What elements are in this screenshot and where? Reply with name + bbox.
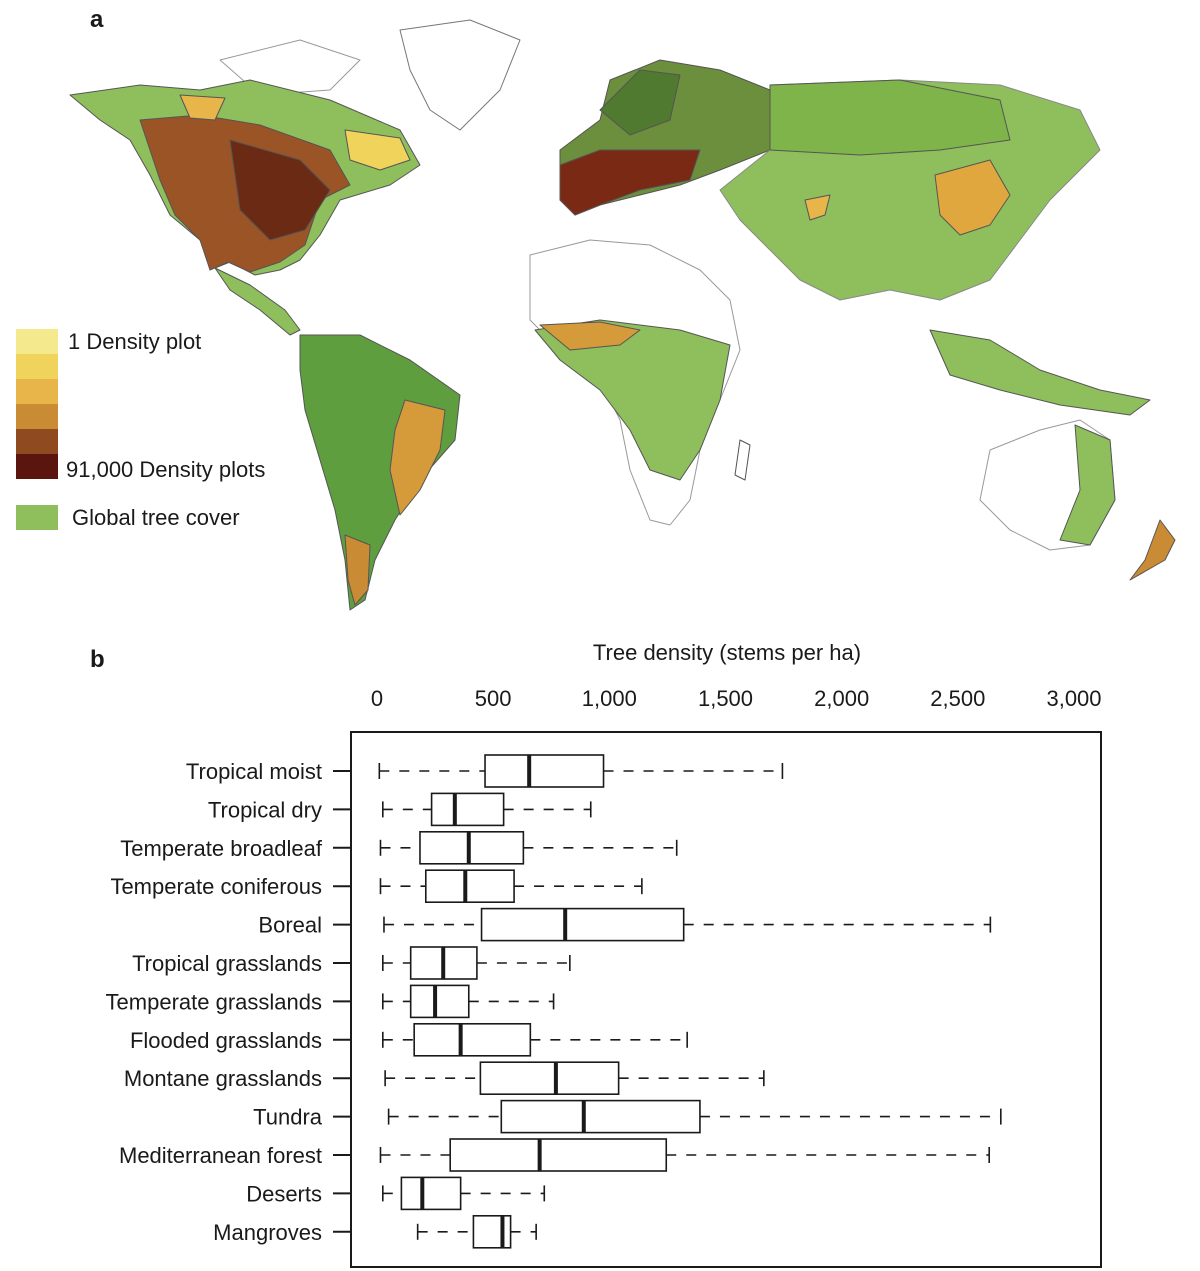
tree-density-boxplot: Tree density (stems per ha) 0 500 1,000 1,5… xyxy=(106,640,1102,1268)
iqr-box xyxy=(449,1138,668,1172)
legend-tree-cover-label: Global tree cover xyxy=(72,505,240,530)
category-label: Tundra xyxy=(253,1105,323,1130)
canada-light xyxy=(344,129,411,171)
x-tick-label: 1,500 xyxy=(698,686,753,711)
south-america xyxy=(299,334,461,611)
chart-title: Tree density (stems per ha) xyxy=(593,640,861,665)
north-america-density-dark xyxy=(229,139,331,241)
china-density xyxy=(934,159,1011,236)
australia-tree-cover xyxy=(1059,424,1116,546)
x-tick-label: 0 xyxy=(371,686,383,711)
category-labels: Tropical moist Tropical dry Temperate broa… xyxy=(106,759,351,1245)
iqr-box xyxy=(500,1099,701,1134)
legend-tree-cover-swatch xyxy=(16,505,58,530)
x-tick-label: 1,000 xyxy=(582,686,637,711)
category-label: Tropical moist xyxy=(186,759,322,784)
iqr-box xyxy=(484,754,605,788)
greenland-outline xyxy=(399,19,521,131)
europe-density-dark xyxy=(559,149,701,216)
category-label: Mediterranean forest xyxy=(119,1143,322,1168)
category-label: Flooded grasslands xyxy=(130,1028,322,1053)
box-5 xyxy=(382,946,571,980)
legend-swatch-1 xyxy=(16,329,58,354)
box-6 xyxy=(382,984,555,1019)
madagascar xyxy=(734,439,751,481)
box-8 xyxy=(384,1061,765,1096)
category-label: Boreal xyxy=(258,913,322,938)
category-label: Montane grasslands xyxy=(124,1066,322,1091)
legend-swatch-2 xyxy=(16,354,58,379)
legend-swatch-4 xyxy=(16,404,58,429)
category-label: Mangroves xyxy=(213,1220,322,1245)
box-7 xyxy=(382,1022,688,1057)
south-america-density xyxy=(389,399,446,516)
box-12 xyxy=(416,1214,537,1249)
legend-high-label: 91,000 Density plots xyxy=(66,457,266,482)
category-label: Temperate grasslands xyxy=(106,989,322,1014)
category-label: Temperate broadleaf xyxy=(120,836,323,861)
middle-east-density xyxy=(804,194,831,221)
world-map xyxy=(69,19,1176,611)
iqr-box xyxy=(472,1214,512,1249)
box-4 xyxy=(383,907,992,942)
category-label: Deserts xyxy=(246,1181,322,1206)
box-1 xyxy=(382,792,592,827)
iqr-box xyxy=(479,1061,620,1096)
x-tick-label: 3,000 xyxy=(1046,686,1101,711)
iqr-box xyxy=(409,984,470,1019)
legend-swatch-6 xyxy=(16,454,58,479)
panel-b-letter: b xyxy=(90,646,105,673)
x-tick-label: 500 xyxy=(475,686,512,711)
africa-density xyxy=(539,321,641,351)
legend-low-label: 1 Density plot xyxy=(68,329,202,354)
boxes xyxy=(378,754,1002,1249)
iqr-box xyxy=(424,869,515,903)
iqr-box xyxy=(413,1022,532,1057)
box-0 xyxy=(378,754,784,788)
category-label: Tropical grasslands xyxy=(132,951,322,976)
plot-frame xyxy=(350,731,1102,1268)
x-axis-ticks: 0 500 1,000 1,500 2,000 2,500 3,000 xyxy=(371,686,1102,711)
legend-swatch-5 xyxy=(16,429,58,454)
iqr-box xyxy=(480,907,685,942)
legend-swatch-3 xyxy=(16,379,58,404)
x-tick-label: 2,500 xyxy=(930,686,985,711)
iqr-box xyxy=(430,792,505,827)
iqr-box xyxy=(419,831,525,865)
siberia xyxy=(769,79,1011,156)
new-zealand xyxy=(1129,519,1176,581)
central-america xyxy=(214,267,301,336)
box-2 xyxy=(379,831,678,865)
box-10 xyxy=(379,1138,990,1172)
category-label: Tropical dry xyxy=(208,797,322,822)
southeast-asia xyxy=(929,329,1151,416)
box-3 xyxy=(379,869,643,903)
iqr-box xyxy=(400,1176,462,1211)
x-tick-label: 2,000 xyxy=(814,686,869,711)
north-america-density-light xyxy=(179,94,226,121)
patagonia-density xyxy=(344,534,371,606)
scandinavia xyxy=(599,69,681,136)
box-11 xyxy=(382,1176,546,1211)
category-label: Temperate coniferous xyxy=(110,874,322,899)
africa-tree-cover xyxy=(534,319,731,481)
panel-a-letter: a xyxy=(90,6,104,33)
box-9 xyxy=(387,1099,1002,1134)
